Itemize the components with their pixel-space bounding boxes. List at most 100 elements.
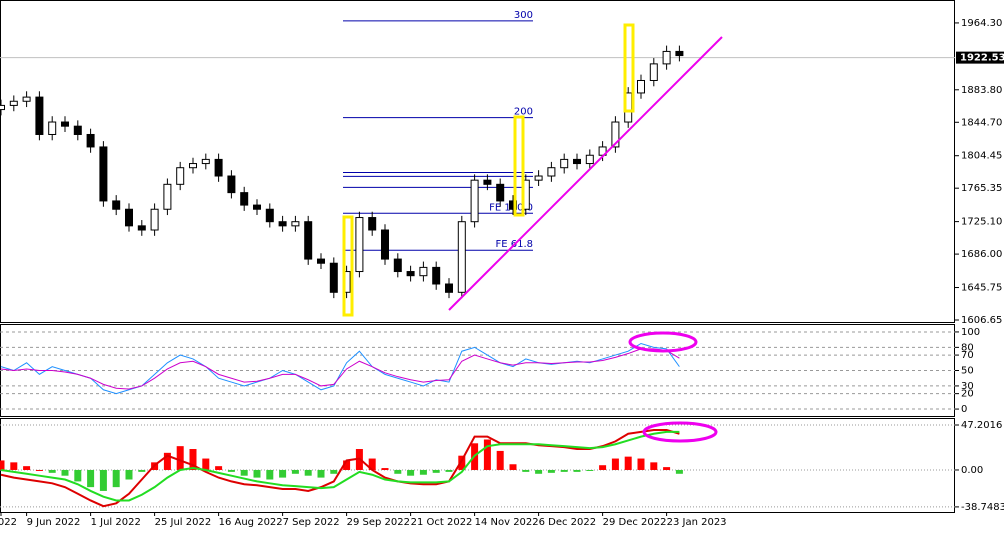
candle-body: [573, 158, 581, 165]
histogram-bar: [240, 469, 248, 476]
y-tick-label: 1725.10: [961, 217, 1002, 228]
y-tick-label: 30: [961, 381, 974, 392]
candle-body: [214, 158, 223, 177]
y-tick-label: 1844.70: [961, 117, 1002, 128]
candle-body: [496, 183, 505, 202]
histogram-bar: [61, 469, 69, 476]
x-tick-label: 29 Dec 2022: [603, 517, 667, 528]
histogram-bar: [125, 469, 133, 480]
x-tick-label: 2022: [0, 517, 17, 528]
candle-body: [560, 158, 569, 169]
candle-body: [35, 96, 44, 135]
fibo-label: 200: [514, 107, 533, 118]
histogram-bar: [48, 469, 56, 473]
candle-body: [227, 175, 236, 194]
histogram-bar: [522, 469, 530, 472]
highlight-box: [513, 115, 525, 217]
histogram-bar: [189, 449, 197, 470]
candle-body: [176, 167, 185, 185]
histogram-bar: [496, 450, 504, 470]
candle-body: [73, 125, 82, 135]
x-tick-label: 16 Aug 2022: [219, 517, 283, 528]
y-tick-label: 100: [961, 327, 980, 338]
candle-body: [445, 283, 453, 293]
y-tick-label: 47.2016: [961, 420, 1002, 431]
fibo-label: 300: [514, 10, 533, 21]
y-tick-label: 1645.75: [961, 283, 1002, 294]
histogram-bar: [343, 460, 351, 470]
histogram-bar: [10, 462, 18, 470]
histogram-bar: [394, 469, 402, 474]
histogram-bar: [304, 469, 312, 476]
histogram-bar: [675, 469, 683, 474]
histogram-bar: [74, 469, 82, 482]
series-line: [0, 348, 680, 390]
highlight-ellipse: [642, 421, 718, 443]
x-tick-label: 1 Jul 2022: [91, 517, 141, 528]
candle-body: [393, 258, 402, 273]
histogram-bar: [215, 466, 223, 470]
candle-body: [240, 192, 249, 206]
candle-body: [137, 225, 146, 231]
candle-body: [317, 258, 325, 264]
y-tick-label: 1964.30: [961, 18, 1002, 29]
candle-body: [189, 163, 197, 169]
y-tick-label: 50: [961, 366, 974, 377]
candle-body: [368, 217, 377, 231]
x-tick-label: 29 Sep 2022: [347, 517, 410, 528]
plot-layer: 1964.30 1883.80 1844.70 1804.45 1765.35 1725.…: [0, 10, 1004, 528]
candle-body: [291, 221, 300, 227]
candle-body: [253, 204, 261, 210]
candle-body: [0, 104, 5, 111]
histogram-bar: [624, 456, 632, 470]
histogram-bar: [35, 469, 43, 471]
histogram-bar: [317, 469, 325, 478]
histogram-bar: [227, 469, 235, 472]
histogram-bar: [112, 469, 120, 488]
candle-body: [675, 50, 684, 57]
candle-body: [329, 262, 338, 293]
histogram-bar: [509, 464, 517, 470]
histogram-bar: [266, 469, 274, 480]
y-tick-label: 1883.80: [961, 85, 1002, 96]
trend-line: [448, 36, 723, 311]
histogram-bar: [599, 465, 607, 470]
y-tick-label: 1606.65: [961, 315, 1002, 326]
histogram-bar: [458, 455, 466, 470]
x-tick-label: 7 Sep 2022: [283, 517, 340, 528]
histogram-bar: [483, 439, 491, 470]
histogram-bar: [535, 469, 543, 474]
series-line: [0, 430, 680, 502]
histogram-bar: [432, 469, 440, 473]
x-tick-label: 6 Dec 2022: [539, 517, 597, 528]
y-tick-label: 70: [961, 350, 974, 361]
highlight-box: [623, 23, 635, 113]
last-price-tag: [956, 51, 1004, 64]
candle-body: [470, 179, 479, 223]
histogram-bar: [611, 458, 619, 470]
candle-body: [457, 221, 466, 293]
candle-body: [355, 217, 364, 273]
series-line: [0, 428, 680, 508]
candle-body: [483, 179, 492, 185]
candle-body: [125, 208, 133, 227]
histogram-bar: [573, 469, 581, 472]
candle-body: [278, 221, 287, 227]
y-tick-label: 0.00: [961, 465, 983, 476]
y-tick-label: 20: [961, 389, 974, 400]
histogram-bar: [445, 469, 453, 472]
x-tick-label: 9 Jun 2022: [27, 517, 81, 528]
histogram-bar: [637, 458, 645, 470]
highlight-ellipse: [628, 331, 698, 353]
candle-body: [585, 154, 594, 165]
candle-body: [22, 96, 31, 102]
candle-body: [611, 121, 620, 148]
candle-body: [534, 175, 543, 181]
histogram-bar: [663, 467, 671, 470]
candle-body: [150, 208, 159, 231]
y-tick-label: 0: [961, 404, 967, 415]
candle-body: [547, 167, 556, 177]
y-tick-label: 80: [961, 342, 974, 353]
histogram-bar: [547, 469, 555, 473]
